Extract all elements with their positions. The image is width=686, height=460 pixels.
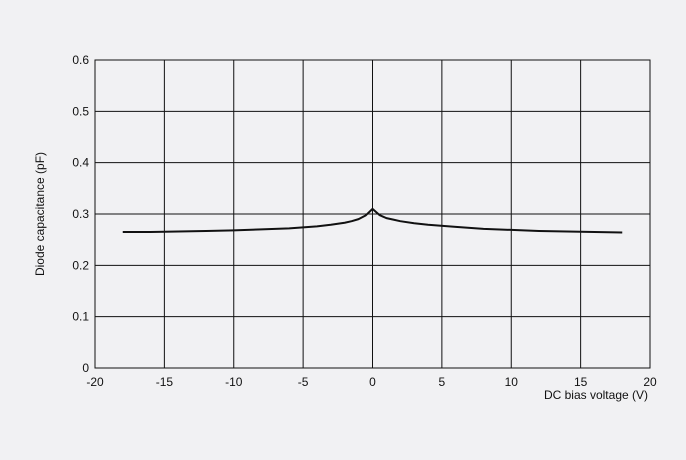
x-tick-label: -15 xyxy=(156,375,174,389)
y-tick-label: 0.5 xyxy=(72,104,89,118)
y-tick-label: 0.6 xyxy=(72,53,89,67)
y-tick-labels: 0 0.1 0.2 0.3 0.4 0.5 0.6 xyxy=(72,53,89,375)
y-tick-label: 0.3 xyxy=(72,207,89,221)
y-tick-label: 0.1 xyxy=(72,310,89,324)
y-tick-label: 0.2 xyxy=(72,258,89,272)
x-tick-label: -5 xyxy=(298,375,309,389)
x-tick-label: 10 xyxy=(505,375,519,389)
plot-area-frame xyxy=(94,59,651,369)
x-tick-label: 5 xyxy=(439,375,446,389)
x-tick-label: -20 xyxy=(86,375,104,389)
y-tick-label: 0 xyxy=(82,361,89,375)
grid xyxy=(94,59,651,369)
series-layer xyxy=(122,207,623,234)
x-tick-label: 15 xyxy=(574,375,588,389)
x-tick-label: 0 xyxy=(369,375,376,389)
x-tick-labels: -20 -15 -10 -5 0 5 10 15 20 xyxy=(86,375,657,389)
x-axis-label: DC bias voltage (V) xyxy=(544,388,648,402)
x-tick-label: -10 xyxy=(225,375,243,389)
capacitance-series-line xyxy=(122,207,623,234)
x-tick-label: 20 xyxy=(643,375,657,389)
y-tick-label: 0.4 xyxy=(72,156,89,170)
y-axis-label: Diode capacitance (pF) xyxy=(33,152,47,276)
